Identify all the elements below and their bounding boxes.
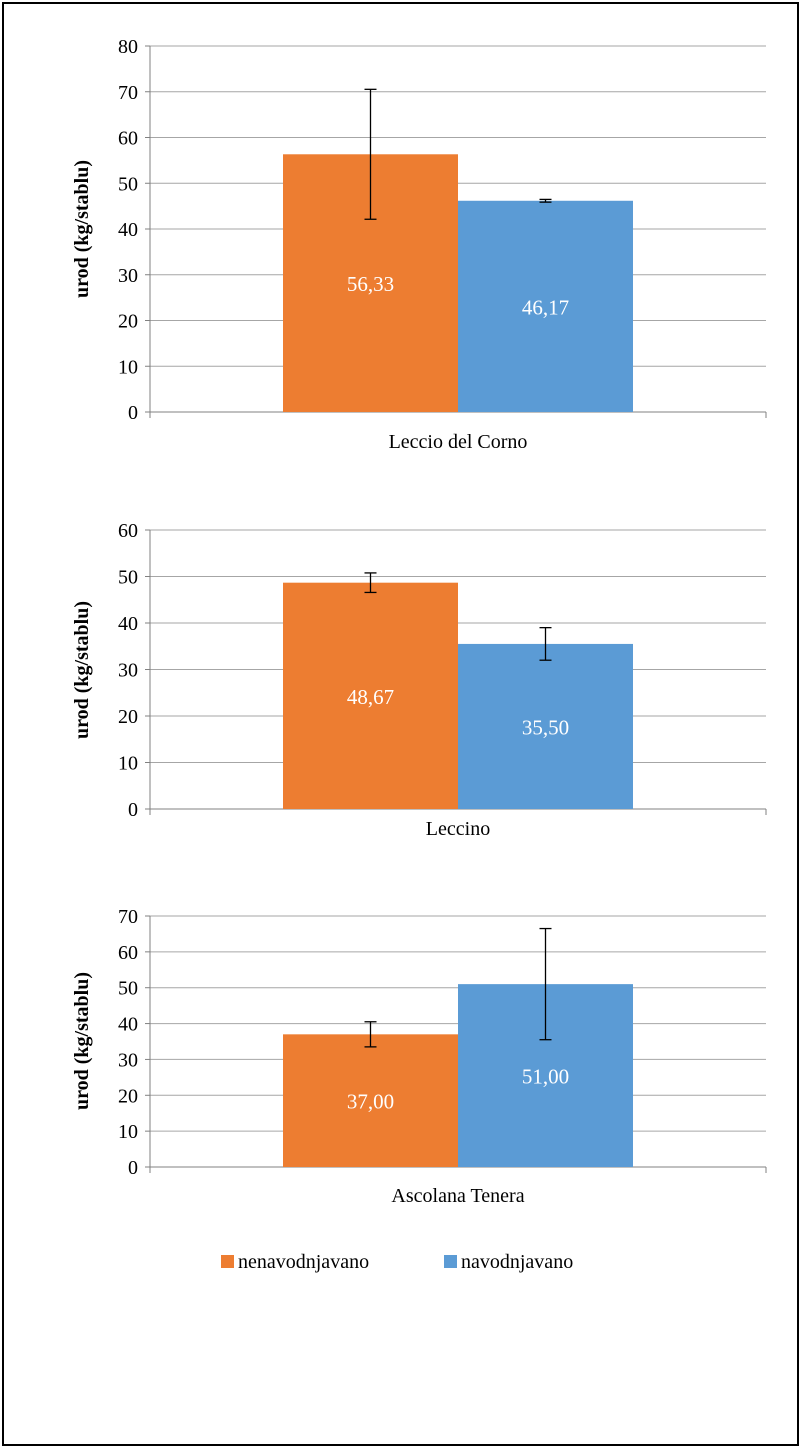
y-tick-label: 0 xyxy=(128,402,138,424)
y-axis-title: urod (kg/stablu) xyxy=(71,972,93,1110)
y-tick-label: 40 xyxy=(118,1014,138,1036)
y-tick-label: 0 xyxy=(128,799,138,821)
y-tick-label: 70 xyxy=(118,906,138,928)
y-tick-label: 10 xyxy=(118,753,138,775)
chart-panel-1: 0 10 20 30 40 50 60 70 80 urod (kg/stablu) 56,33 46… xyxy=(71,36,767,453)
data-label-navodnjavano: 35,50 xyxy=(522,715,569,739)
bar-navodnjavano xyxy=(458,643,633,809)
bar-navodnjavano xyxy=(458,200,633,412)
y-tick-label: 30 xyxy=(118,1049,138,1071)
y-tick-label: 50 xyxy=(118,567,138,589)
data-label-nenavodnjavano: 37,00 xyxy=(347,1090,394,1114)
data-label-navodnjavano: 51,00 xyxy=(522,1065,569,1089)
y-tick-label: 40 xyxy=(118,613,138,635)
y-tick-label: 50 xyxy=(118,978,138,1000)
y-tick-label: 20 xyxy=(118,1085,138,1107)
legend-label-navodnjavano: navodnjavano xyxy=(461,1251,573,1273)
y-tick-label: 60 xyxy=(118,942,138,964)
y-tick-label: 60 xyxy=(118,520,138,542)
y-tick-label: 10 xyxy=(118,356,138,378)
category-label: Leccino xyxy=(426,818,490,840)
y-axis-title: urod (kg/stablu) xyxy=(71,160,93,298)
y-tick-label: 70 xyxy=(118,82,138,104)
chart-panel-2: 0 10 20 30 40 50 60 urod (kg/stablu) 48,67 35,50 L… xyxy=(71,520,767,840)
y-tick-label: 30 xyxy=(118,265,138,287)
bar-nenavodnjavano xyxy=(283,1034,458,1167)
y-tick-label: 50 xyxy=(118,173,138,195)
legend: nenavodnjavano navodnjavano xyxy=(221,1251,573,1273)
data-label-navodnjavano: 46,17 xyxy=(522,295,569,319)
legend-label-nenavodnjavano: nenavodnjavano xyxy=(238,1251,369,1273)
legend-swatch-navodnjavano xyxy=(444,1255,457,1268)
data-label-nenavodnjavano: 48,67 xyxy=(347,685,394,709)
legend-swatch-nenavodnjavano xyxy=(221,1255,234,1268)
y-tick-label: 0 xyxy=(128,1157,138,1179)
category-label: Ascolana Tenera xyxy=(391,1185,524,1207)
y-tick-label: 60 xyxy=(118,128,138,150)
chart-panel-3: 0 10 20 30 40 50 60 70 urod (kg/stablu) 37,00 51,0… xyxy=(71,906,767,1207)
figure-svg: 0 10 20 30 40 50 60 70 80 urod (kg/stablu) 56,33 46… xyxy=(71,36,767,1273)
category-label: Leccio del Corno xyxy=(389,431,528,453)
y-tick-label: 80 xyxy=(118,36,138,58)
y-tick-label: 40 xyxy=(118,219,138,241)
y-tick-label: 10 xyxy=(118,1121,138,1143)
data-label-nenavodnjavano: 56,33 xyxy=(347,272,394,296)
y-tick-label: 20 xyxy=(118,706,138,728)
y-tick-label: 30 xyxy=(118,660,138,682)
y-tick-label: 20 xyxy=(118,311,138,333)
bar-nenavodnjavano xyxy=(283,582,458,809)
y-axis-title: urod (kg/stablu) xyxy=(71,601,93,739)
